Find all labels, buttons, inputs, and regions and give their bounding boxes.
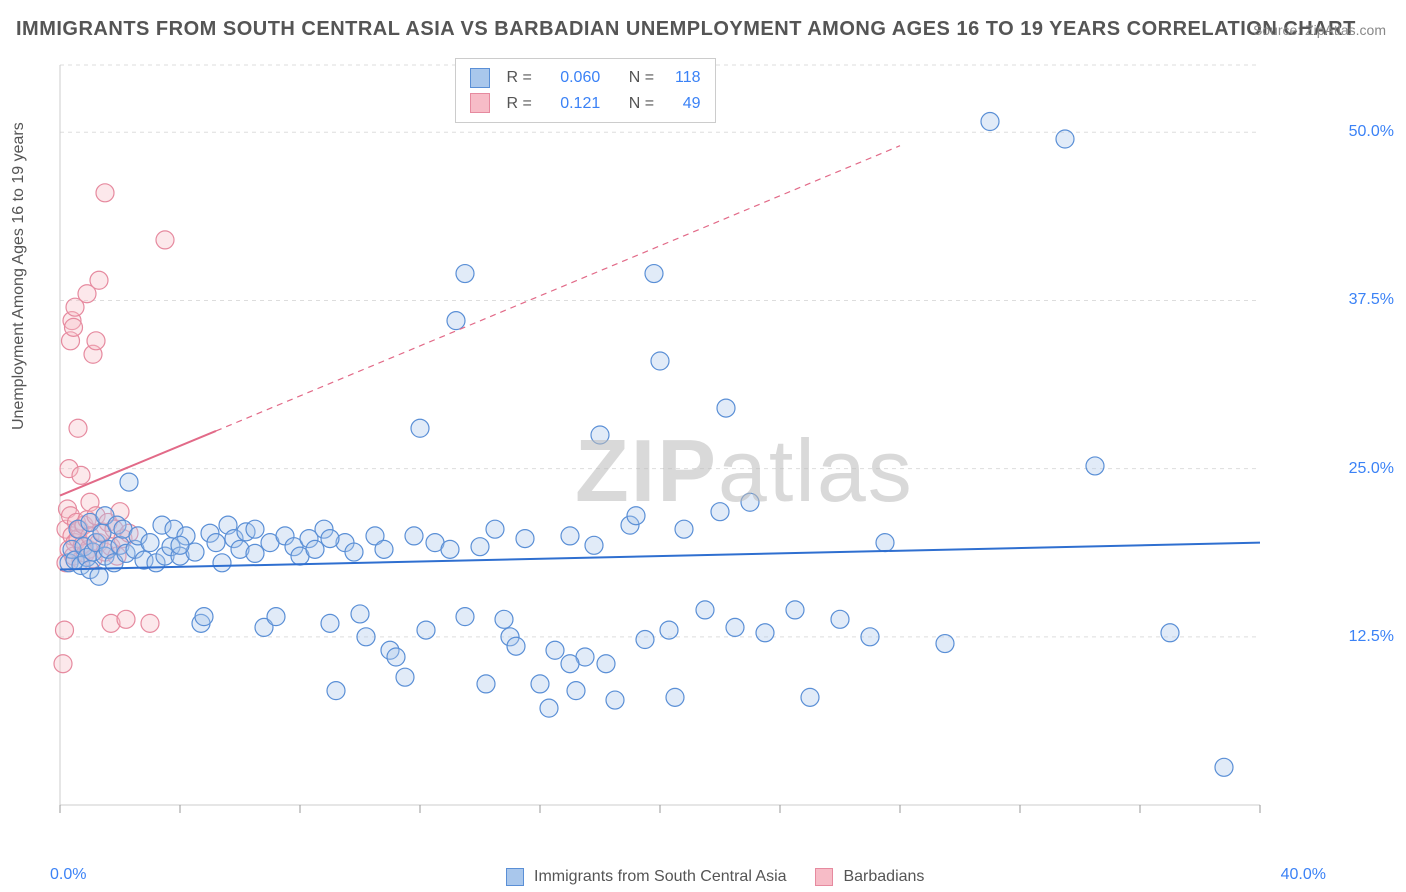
x-first-label: 0.0% [50, 866, 86, 884]
n-value-a: 118 [659, 65, 701, 91]
n-label: N = [629, 95, 654, 112]
source-label: Source: ZipAtlas.com [1253, 22, 1386, 38]
n-value-b: 49 [659, 91, 701, 117]
r-label: R = [506, 95, 531, 112]
series-b-name: Barbadians [843, 868, 924, 885]
x-last-label: 40.0% [1281, 866, 1326, 884]
plot-area [50, 55, 1330, 835]
r-value-b: 0.121 [536, 91, 600, 117]
y-tick-label: 25.0% [1349, 460, 1394, 478]
r-label: R = [506, 69, 531, 86]
bottom-legend: Immigrants from South Central Asia Barba… [0, 868, 1406, 886]
y-tick-label: 37.5% [1349, 291, 1394, 309]
series-a-name: Immigrants from South Central Asia [534, 868, 787, 885]
swatch-series-b [815, 868, 833, 886]
y-tick-label: 50.0% [1349, 123, 1394, 141]
plot-svg [50, 55, 1330, 835]
stats-legend: R = 0.060 N = 118 R = 0.121 N = 49 [455, 58, 716, 123]
stats-row-b: R = 0.121 N = 49 [470, 91, 701, 117]
y-tick-label: 12.5% [1349, 628, 1394, 646]
swatch-series-a [470, 68, 490, 88]
chart-container: IMMIGRANTS FROM SOUTH CENTRAL ASIA VS BA… [0, 0, 1406, 892]
swatch-series-b [470, 93, 490, 113]
n-label: N = [629, 69, 654, 86]
stats-row-a: R = 0.060 N = 118 [470, 65, 701, 91]
chart-title: IMMIGRANTS FROM SOUTH CENTRAL ASIA VS BA… [16, 18, 1356, 41]
r-value-a: 0.060 [536, 65, 600, 91]
swatch-series-a [506, 868, 524, 886]
y-axis-label: Unemployment Among Ages 16 to 19 years [10, 122, 28, 430]
